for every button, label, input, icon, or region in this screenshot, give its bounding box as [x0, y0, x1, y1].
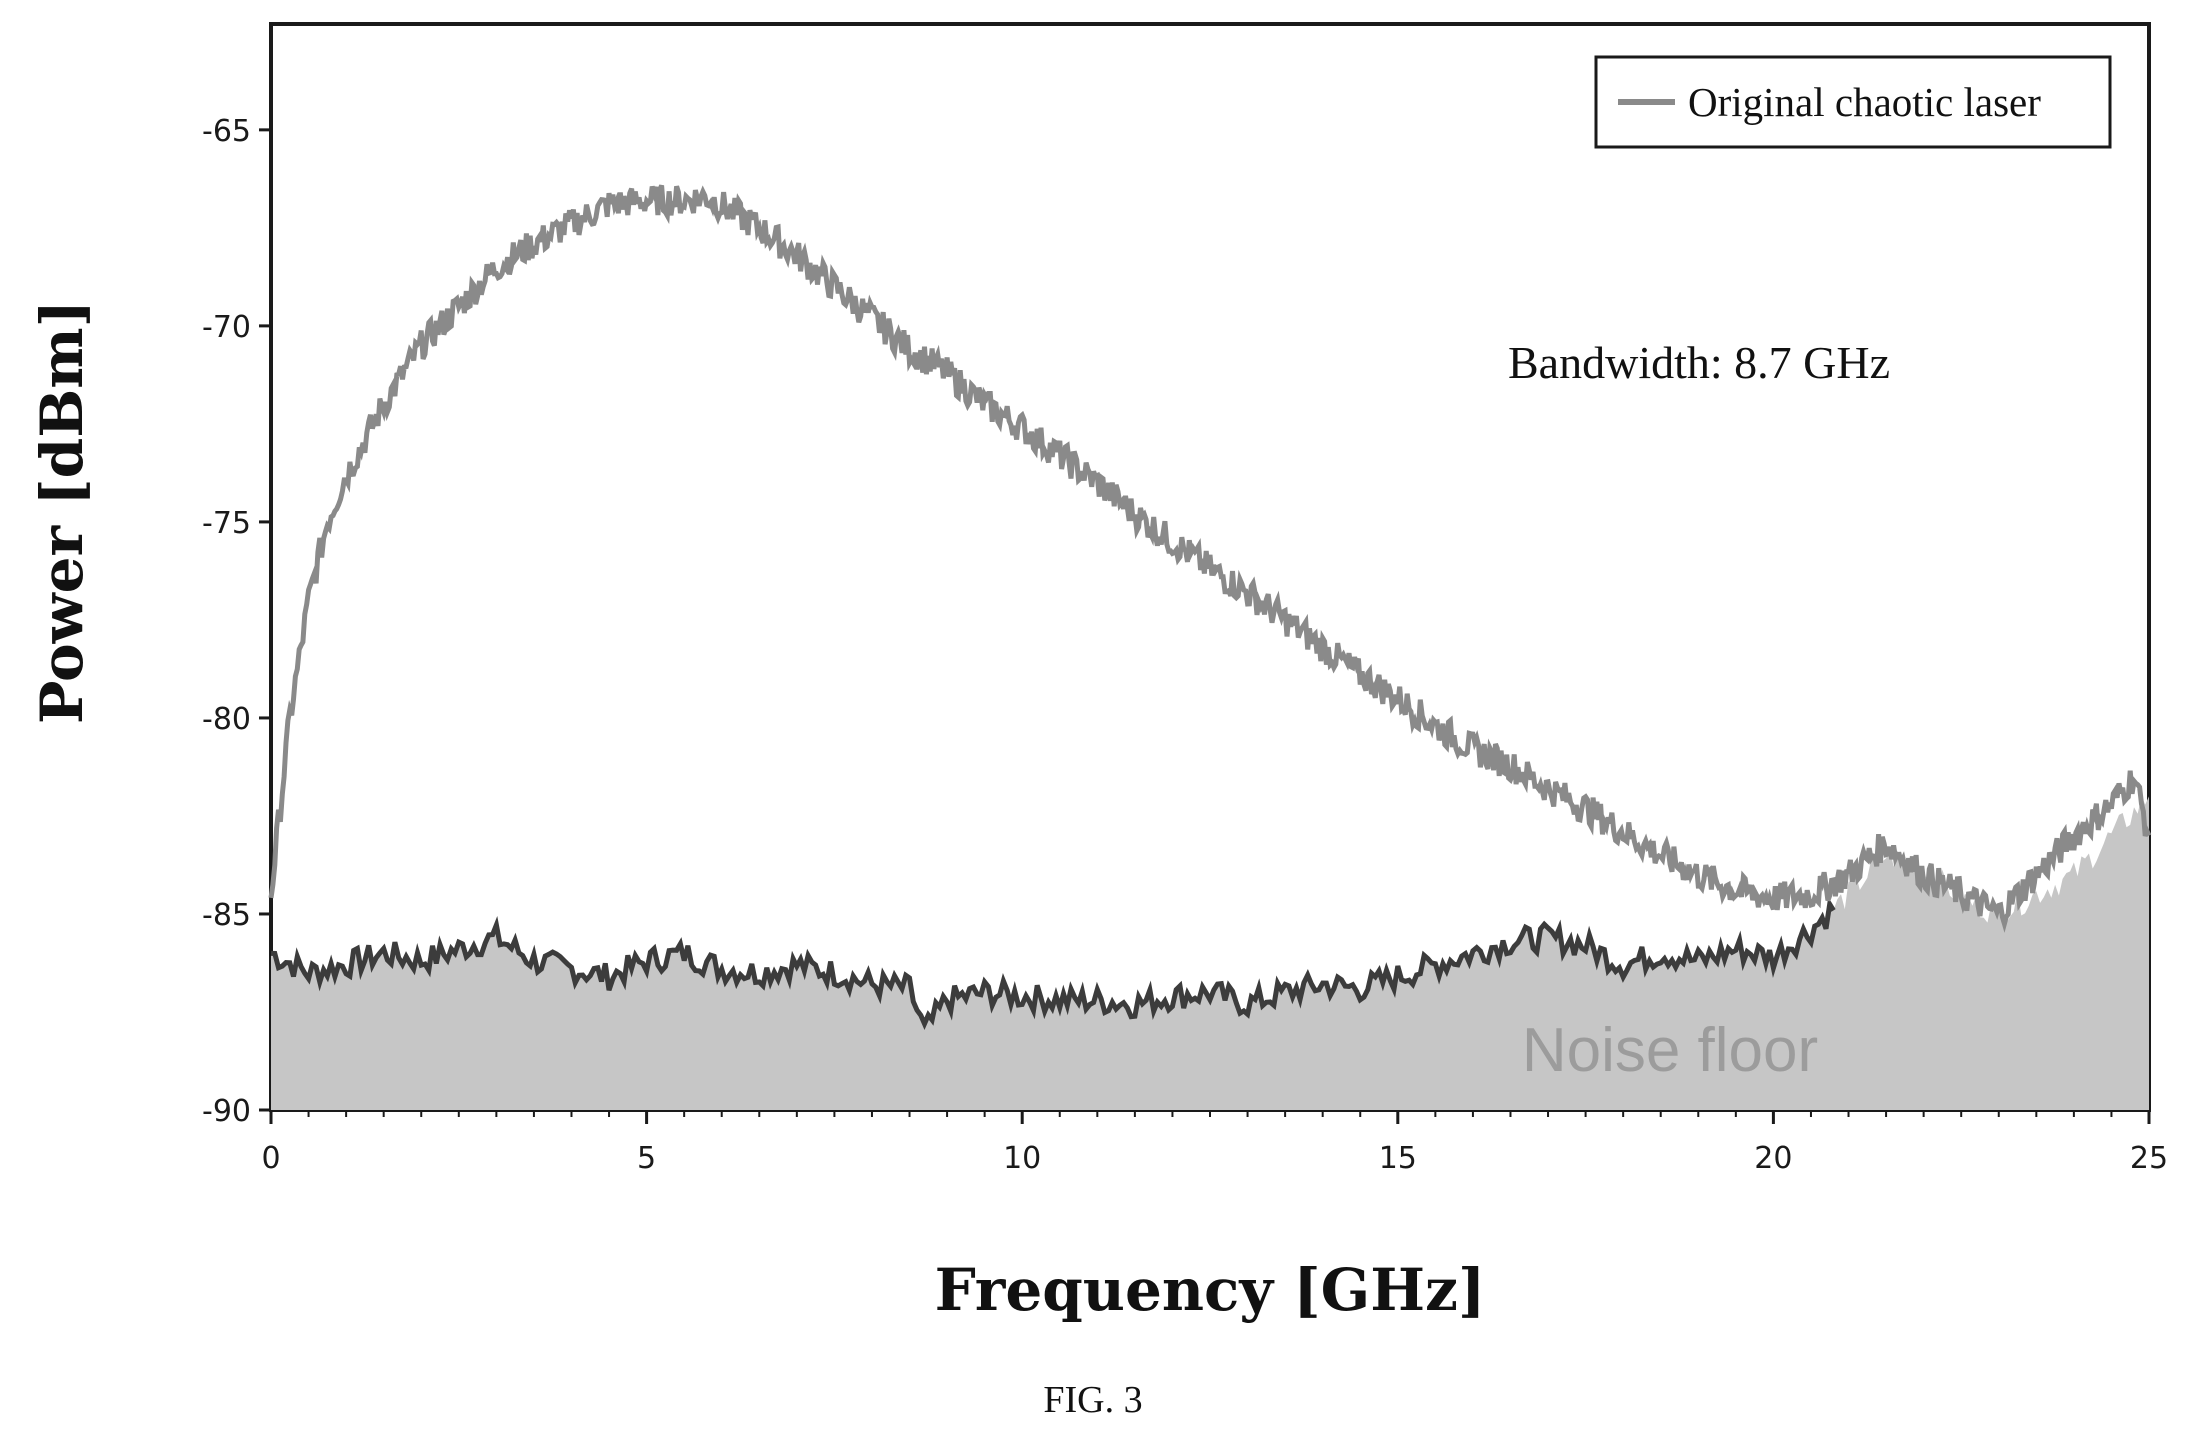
legend-label-original-chaotic-laser: Original chaotic laser — [1688, 79, 2041, 125]
series-layer — [268, 184, 2152, 1110]
figure-caption: FIG. 3 — [1043, 1379, 1143, 1421]
y-tick-label--70: -70 — [202, 310, 251, 345]
y-axis-title: Power [dBm] — [28, 300, 96, 724]
axis-layer: 0 5 10 15 20 25 -90 -85 -80 -75 -70 -65 — [202, 114, 2168, 1176]
y-tick-label--90: -90 — [202, 1094, 251, 1129]
x-tick-label-25: 25 — [2130, 1141, 2168, 1176]
y-tick-label--65: -65 — [202, 114, 251, 149]
noise-floor-label: Noise floor — [1522, 1016, 1818, 1085]
legend-box — [1594, 55, 2112, 149]
x-tick-label-20: 20 — [1754, 1141, 1792, 1176]
legend: Original chaotic laser — [1594, 55, 2112, 149]
x-tick-label-10: 10 — [1003, 1141, 1041, 1176]
x-axis-title: Frequency [GHz] — [935, 1256, 1486, 1324]
y-tick-label--85: -85 — [202, 898, 251, 933]
noise-floor-line — [270, 897, 1836, 1030]
x-tick-label-5: 5 — [637, 1141, 656, 1176]
x-tick-label-0: 0 — [261, 1141, 280, 1176]
bandwidth-annotation: Bandwidth: 8.7 GHz — [1508, 337, 1890, 388]
noise-floor-area — [271, 796, 2149, 1110]
y-tick-label--80: -80 — [202, 702, 251, 737]
series-line-original-chaotic-laser — [268, 184, 2152, 933]
x-tick-label-15: 15 — [1379, 1141, 1417, 1176]
y-tick-label--75: -75 — [202, 506, 251, 541]
